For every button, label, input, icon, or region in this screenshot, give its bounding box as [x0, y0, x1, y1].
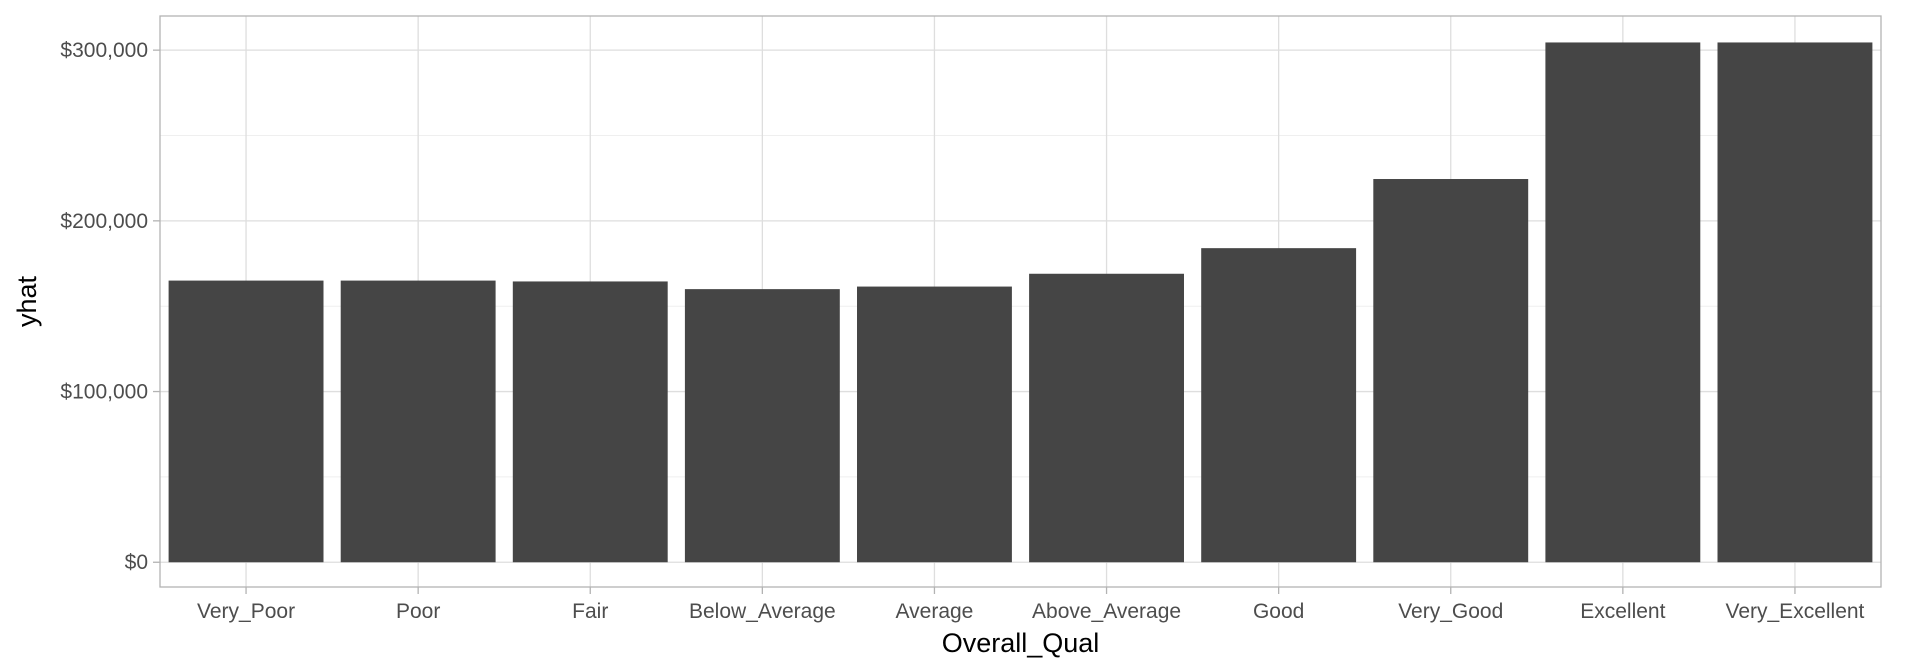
plot-panel — [159, 15, 1882, 588]
bar-excellent — [1545, 42, 1701, 563]
y-tick-label: $0 — [125, 551, 148, 574]
bar-fair — [512, 281, 668, 563]
x-axis: Very_Poor Poor Fair Below_Average Average Abo… — [197, 587, 1865, 623]
y-axis: $0 $100,000 $200,000 $300,000 — [60, 39, 160, 574]
x-tick-label: Very_Poor — [197, 600, 295, 623]
bar-very-poor — [168, 280, 324, 563]
x-tick-label: Above_Average — [1032, 600, 1181, 623]
x-axis-title: Overall_Qual — [942, 628, 1100, 658]
y-tick-label: $300,000 — [60, 39, 148, 62]
bar-average — [857, 286, 1012, 563]
y-tick-label: $100,000 — [60, 381, 148, 404]
bar-very-good — [1373, 179, 1529, 563]
x-tick-label: Average — [896, 600, 974, 623]
bars — [168, 42, 1873, 563]
x-tick-label: Poor — [396, 600, 440, 623]
x-tick-label: Excellent — [1580, 600, 1665, 623]
x-tick-label: Good — [1253, 600, 1304, 623]
bar-good — [1201, 248, 1357, 563]
x-tick-label: Very_Good — [1398, 600, 1503, 623]
bar-below-average — [684, 289, 840, 563]
x-tick-label: Fair — [572, 600, 608, 623]
bar-very-excellent — [1717, 42, 1873, 563]
bar-poor — [340, 280, 496, 563]
x-tick-label: Below_Average — [689, 600, 836, 623]
y-tick-label: $200,000 — [60, 210, 148, 233]
x-tick-label: Very_Excellent — [1725, 600, 1864, 623]
y-axis-title: yhat — [12, 275, 42, 327]
bar-above-average — [1029, 273, 1184, 563]
